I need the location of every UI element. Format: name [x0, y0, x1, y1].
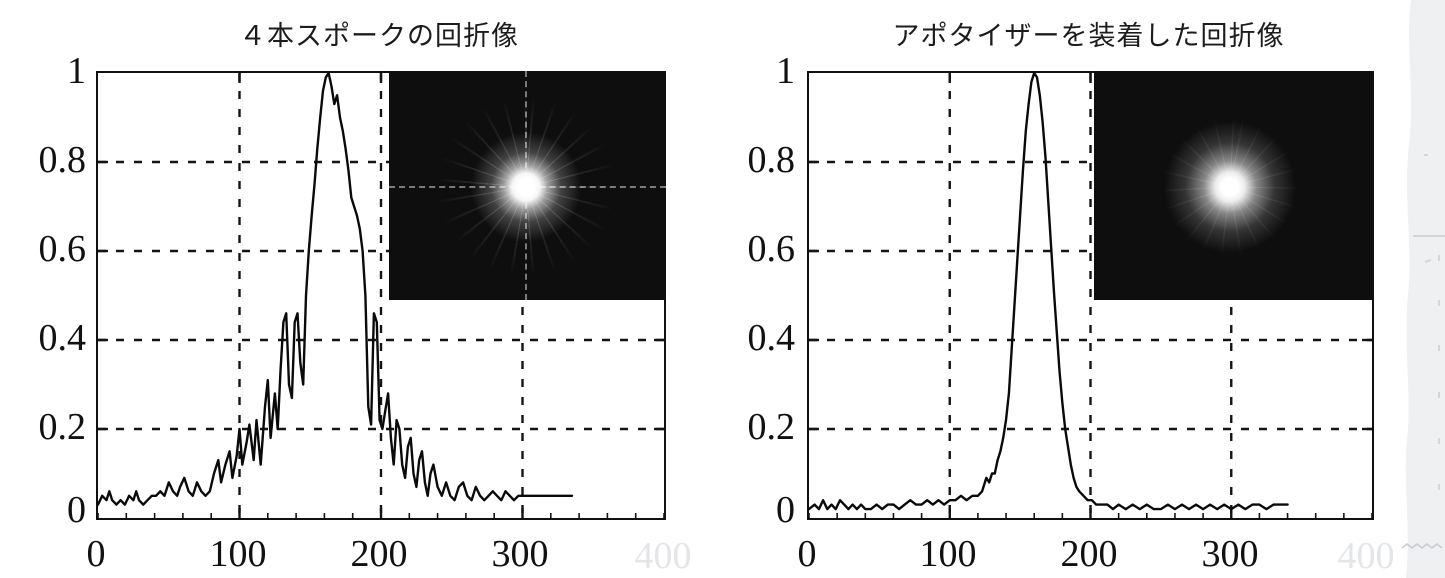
- diffraction-inset-right: [1094, 71, 1372, 300]
- y-tick-label: 0.4: [38, 317, 87, 359]
- x-tick-label-faint: 400: [634, 535, 692, 577]
- plot-area-left: [96, 71, 666, 520]
- x-tick-label: 100: [209, 533, 267, 575]
- x-tick-label-faint: 400: [1337, 535, 1395, 577]
- x-tick-label: 100: [919, 533, 977, 575]
- diffraction-inset-left: [389, 71, 666, 300]
- y-tick-label: 1: [776, 50, 795, 92]
- x-tick-label: 200: [1060, 533, 1118, 575]
- star-core: [461, 122, 591, 252]
- y-tick-label: 0.2: [38, 406, 87, 448]
- y-tick-label: 0: [67, 489, 86, 531]
- y-tick-label: 0.6: [38, 228, 87, 270]
- x-tick-label: 300: [1201, 533, 1259, 575]
- chart-title-left: ４本スポークの回折像: [239, 21, 519, 51]
- x-tick-label: 200: [350, 533, 408, 575]
- plot-area-right: [807, 71, 1374, 520]
- y-tick-label: 0: [776, 489, 795, 531]
- y-tick-label: 1: [67, 50, 86, 92]
- x-tick-label: 300: [491, 533, 549, 575]
- x-tick-label: 0: [797, 533, 817, 575]
- chart-title-right: アポタイザーを装着した回折像: [892, 21, 1285, 51]
- y-tick-label: 0.4: [747, 317, 796, 359]
- y-tick-label: 0.8: [747, 139, 796, 181]
- y-tick-label: 0.8: [38, 139, 87, 181]
- x-tick-label: 0: [86, 533, 106, 575]
- y-tick-label: 0.2: [747, 406, 796, 448]
- star-core: [1155, 112, 1305, 262]
- y-tick-label: 0.6: [747, 228, 796, 270]
- scan-edge-artifact: [1401, 0, 1445, 578]
